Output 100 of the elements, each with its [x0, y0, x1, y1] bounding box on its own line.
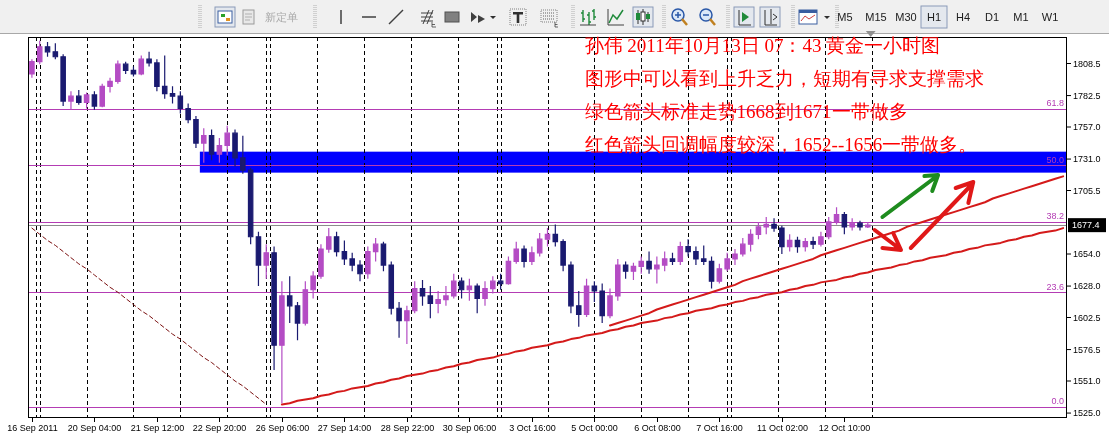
candlestick: [622, 260, 629, 280]
candlestick: [224, 125, 230, 156]
candlestick: [716, 263, 723, 285]
candlestick: [325, 227, 332, 254]
candlestick: [294, 301, 301, 341]
candlestick: [75, 89, 82, 106]
candlestick: [833, 206, 840, 226]
text: H4: [955, 11, 971, 23]
text: M15: [865, 11, 887, 23]
annotation: 图形中可以看到上升乏力，短期有寻求支撑需求: [584, 68, 984, 89]
annotation: 50.0: [1046, 154, 1064, 165]
candlestick: [396, 301, 402, 339]
candlestick: [450, 273, 457, 299]
y-tick-label: 1782.5: [1073, 90, 1101, 101]
candlestick: [388, 260, 395, 316]
candlestick: [255, 231, 262, 287]
text: W1: [1041, 11, 1059, 23]
x-tick-label: 28 Sep 22:00: [380, 423, 435, 433]
candlestick: [411, 280, 418, 314]
candlestick: [513, 241, 520, 265]
candlestick: [661, 250, 668, 272]
candlestick: [802, 237, 809, 253]
candlestick: [646, 250, 652, 275]
candlestick: [865, 221, 871, 229]
candlestick: [521, 244, 527, 269]
candlestick: [232, 128, 238, 168]
candlestick: [615, 258, 621, 302]
annotation: 23.6: [1046, 281, 1064, 292]
candlestick: [341, 239, 348, 266]
line-series: [31, 227, 267, 405]
candlestick: [474, 283, 480, 314]
y-tick-label: 1808.5: [1073, 58, 1101, 69]
candlestick: [771, 217, 777, 233]
candlestick: [193, 115, 199, 149]
x-tick-label: 21 Sep 12:00: [130, 423, 185, 433]
y-tick-label: 1525.0: [1073, 408, 1101, 419]
candlestick: [700, 244, 707, 266]
text: D1: [984, 11, 1000, 23]
candlestick: [466, 278, 473, 302]
candlestick: [591, 280, 598, 303]
candlestick: [443, 285, 449, 307]
candlestick: [115, 59, 121, 85]
x-tick-label: 5 Oct 00:00: [571, 423, 618, 433]
x-tick-label: 26 Sep 06:00: [255, 423, 310, 433]
text: 新定单: [264, 11, 298, 23]
candlestick: [630, 262, 637, 281]
line-series: [280, 227, 1065, 406]
candlestick: [240, 135, 246, 175]
candlestick: [638, 255, 645, 275]
candlestick: [779, 225, 785, 255]
candlestick: [365, 246, 371, 280]
x-tick-label: 6 Oct 08:00: [634, 423, 681, 433]
annotation: 红色箭头回调幅度较深，1652--1656一带做多。: [584, 134, 978, 155]
y-tick-label: 1654.0: [1073, 249, 1101, 260]
candlestick: [786, 233, 793, 253]
candlestick: [68, 90, 74, 111]
candlestick: [154, 58, 160, 92]
candlestick: [677, 241, 684, 266]
candlestick: [825, 216, 832, 240]
candlestick: [302, 280, 309, 327]
x-tick-label: 11 Oct 02:00: [757, 423, 808, 433]
candlestick: [380, 241, 387, 272]
candlestick: [279, 280, 285, 404]
candlestick: [536, 232, 543, 258]
candlestick: [568, 260, 574, 314]
x-tick-label: 3 Oct 16:00: [509, 423, 556, 433]
candlestick: [794, 236, 801, 254]
candlestick: [607, 287, 613, 319]
candlestick: [208, 128, 215, 161]
candlestick: [654, 255, 660, 285]
candlestick: [427, 285, 434, 319]
candlestick: [810, 236, 816, 250]
candlestick: [755, 221, 762, 240]
candlestick: [107, 77, 113, 94]
candlestick: [747, 228, 754, 253]
candlestick: [91, 90, 98, 111]
y-tick-label: 1705.5: [1073, 185, 1101, 196]
candlestick: [44, 41, 51, 58]
candlestick: [138, 54, 145, 76]
candlestick: [404, 305, 410, 345]
text: H1: [926, 11, 942, 23]
candlestick: [52, 42, 59, 60]
x-tick-label: 27 Sep 14:00: [317, 423, 372, 433]
candlestick: [185, 102, 191, 124]
candlestick: [99, 83, 105, 108]
candlestick: [857, 220, 863, 232]
candlestick: [693, 246, 699, 266]
y-tick-label: 1551.0: [1073, 376, 1101, 387]
candlestick: [333, 231, 340, 258]
candlestick: [419, 279, 426, 307]
candlestick: [497, 273, 504, 291]
x-tick-label: 22 Sep 20:00: [192, 423, 247, 433]
candlestick: [740, 237, 746, 258]
candlestick: [505, 255, 512, 286]
candlestick: [763, 216, 770, 235]
y-tick-label: 1628.0: [1073, 281, 1101, 292]
candlestick: [583, 278, 590, 318]
candlestick: [130, 65, 137, 78]
candlestick: [552, 223, 559, 248]
text: M30: [895, 11, 917, 23]
